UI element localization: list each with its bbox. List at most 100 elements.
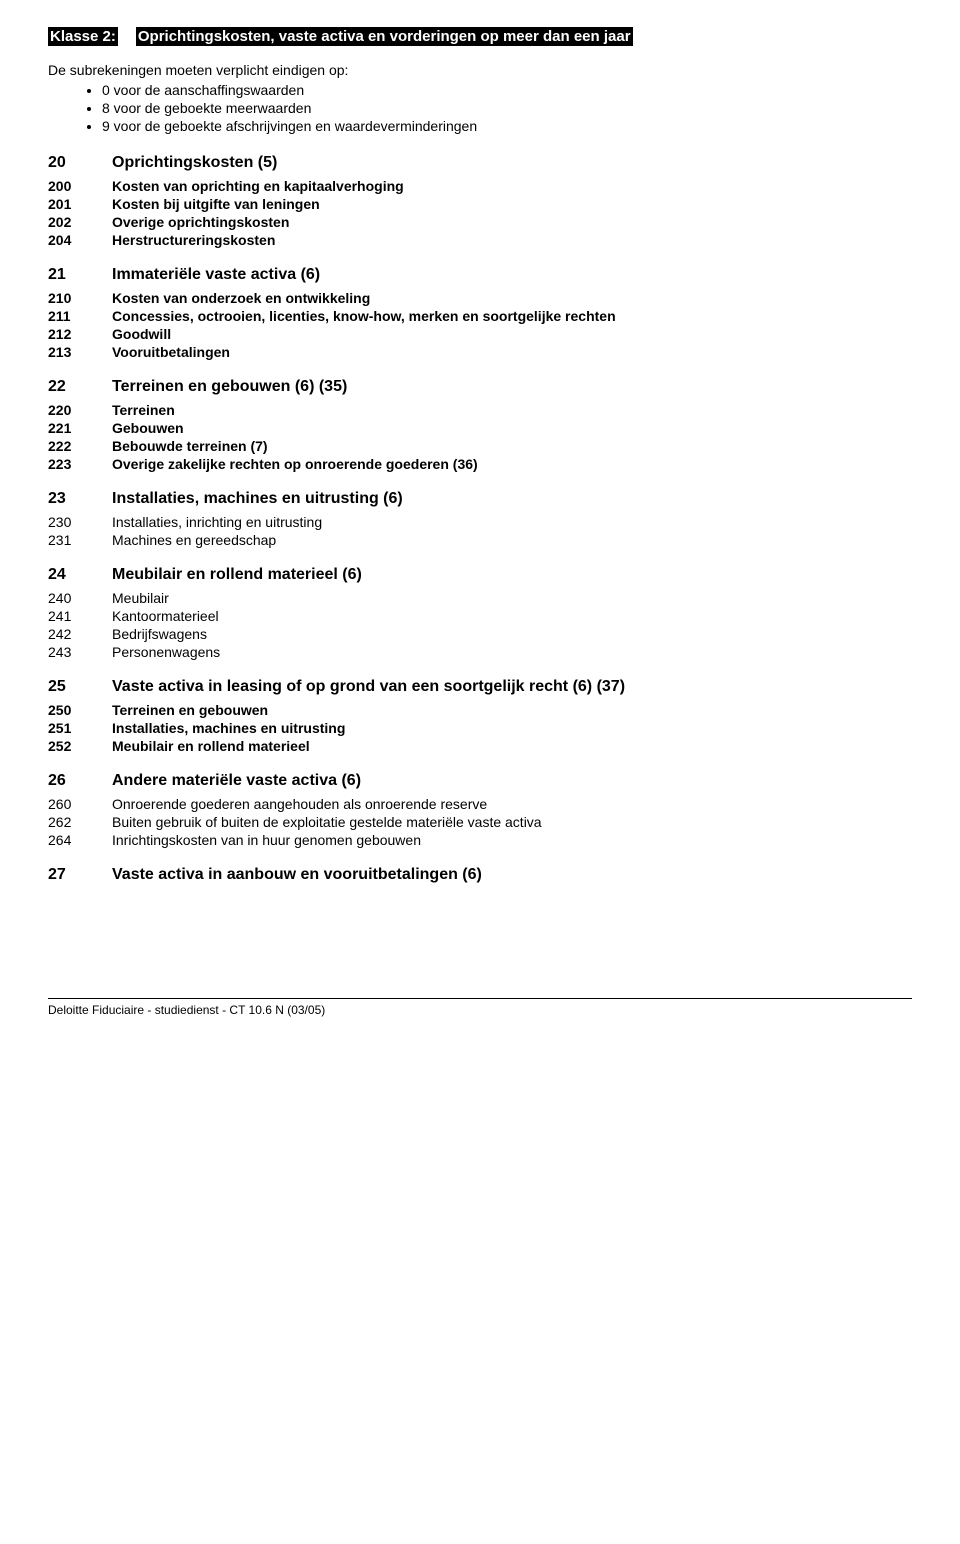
account-code: 243 (48, 644, 112, 660)
section-code: 25 (48, 678, 112, 696)
section: 20Oprichtingskosten (5)200Kosten van opr… (48, 154, 912, 248)
account-code: 264 (48, 832, 112, 848)
section-code: 22 (48, 378, 112, 396)
section-label: Vaste activa in leasing of op grond van … (112, 678, 625, 696)
account-label: Meubilair en rollend materieel (112, 738, 310, 754)
section-heading: 23Installaties, machines en uitrusting (… (48, 490, 912, 508)
account-code: 251 (48, 720, 112, 736)
section: 27Vaste activa in aanbouw en vooruitbeta… (48, 866, 912, 884)
section-code: 24 (48, 566, 112, 584)
account-label: Concessies, octrooien, licenties, know-h… (112, 308, 616, 324)
account-row: 220Terreinen (48, 402, 912, 418)
account-label: Overige oprichtingskosten (112, 214, 289, 230)
account-code: 223 (48, 456, 112, 472)
bullet-list: 0 voor de aanschaffingswaarden 8 voor de… (48, 82, 912, 134)
account-row: 240Meubilair (48, 590, 912, 606)
account-row: 262Buiten gebruik of buiten de exploitat… (48, 814, 912, 830)
account-row: 230Installaties, inrichting en uitrustin… (48, 514, 912, 530)
account-label: Herstructureringskosten (112, 232, 275, 248)
account-row: 213Vooruitbetalingen (48, 344, 912, 360)
account-row: 231Machines en gereedschap (48, 532, 912, 548)
account-row: 241Kantoormaterieel (48, 608, 912, 624)
section-label: Immateriële vaste activa (6) (112, 266, 320, 284)
account-code: 210 (48, 290, 112, 306)
account-row: 202Overige oprichtingskosten (48, 214, 912, 230)
account-code: 252 (48, 738, 112, 754)
account-row: 264Inrichtingskosten van in huur genomen… (48, 832, 912, 848)
account-label: Meubilair (112, 590, 169, 606)
account-code: 250 (48, 702, 112, 718)
section-code: 26 (48, 772, 112, 790)
account-code: 213 (48, 344, 112, 360)
account-code: 260 (48, 796, 112, 812)
class-text: Oprichtingskosten, vaste activa en vorde… (136, 27, 633, 46)
account-row: 222Bebouwde terreinen (7) (48, 438, 912, 454)
section-heading: 22Terreinen en gebouwen (6) (35) (48, 378, 912, 396)
account-label: Overige zakelijke rechten op onroerende … (112, 456, 478, 472)
section: 24Meubilair en rollend materieel (6)240M… (48, 566, 912, 660)
section-label: Oprichtingskosten (5) (112, 154, 277, 172)
section: 23Installaties, machines en uitrusting (… (48, 490, 912, 548)
account-code: 202 (48, 214, 112, 230)
account-label: Gebouwen (112, 420, 184, 436)
section-code: 21 (48, 266, 112, 284)
section-code: 20 (48, 154, 112, 172)
account-row: 260Onroerende goederen aangehouden als o… (48, 796, 912, 812)
account-row: 223Overige zakelijke rechten op onroeren… (48, 456, 912, 472)
account-label: Installaties, machines en uitrusting (112, 720, 345, 736)
section-heading: 26Andere materiële vaste activa (6) (48, 772, 912, 790)
section-heading: 27Vaste activa in aanbouw en vooruitbeta… (48, 866, 912, 884)
account-code: 230 (48, 514, 112, 530)
bullet-item: 0 voor de aanschaffingswaarden (102, 82, 912, 98)
class-label: Klasse 2: (48, 27, 118, 46)
account-label: Kosten van onderzoek en ontwikkeling (112, 290, 370, 306)
section-code: 23 (48, 490, 112, 508)
account-label: Kosten van oprichting en kapitaalverhogi… (112, 178, 404, 194)
account-code: 201 (48, 196, 112, 212)
account-code: 204 (48, 232, 112, 248)
account-label: Bebouwde terreinen (7) (112, 438, 268, 454)
account-label: Installaties, inrichting en uitrusting (112, 514, 322, 530)
account-label: Inrichtingskosten van in huur genomen ge… (112, 832, 421, 848)
account-row: 201Kosten bij uitgifte van leningen (48, 196, 912, 212)
account-code: 242 (48, 626, 112, 642)
account-row: 252Meubilair en rollend materieel (48, 738, 912, 754)
account-code: 211 (48, 308, 112, 324)
account-row: 204Herstructureringskosten (48, 232, 912, 248)
bullet-item: 8 voor de geboekte meerwaarden (102, 100, 912, 116)
account-code: 220 (48, 402, 112, 418)
section: 25Vaste activa in leasing of op grond va… (48, 678, 912, 754)
section-heading: 25Vaste activa in leasing of op grond va… (48, 678, 912, 696)
account-code: 241 (48, 608, 112, 624)
account-label: Terreinen en gebouwen (112, 702, 268, 718)
bullet-item: 9 voor de geboekte afschrijvingen en waa… (102, 118, 912, 134)
page: Klasse 2: Oprichtingskosten, vaste activa… (0, 0, 960, 922)
section: 22Terreinen en gebouwen (6) (35) 220Terre… (48, 378, 912, 472)
account-row: 210Kosten van onderzoek en ontwikkeling (48, 290, 912, 306)
account-label: Goodwill (112, 326, 171, 342)
section: 26Andere materiële vaste activa (6) 260On… (48, 772, 912, 848)
account-row: 243Personenwagens (48, 644, 912, 660)
account-code: 200 (48, 178, 112, 194)
section-label: Vaste activa in aanbouw en vooruitbetali… (112, 866, 482, 884)
account-label: Bedrijfswagens (112, 626, 207, 642)
account-code: 231 (48, 532, 112, 548)
account-row: 200Kosten van oprichting en kapitaalverh… (48, 178, 912, 194)
footer-text: Deloitte Fiduciaire - studiedienst - CT … (0, 999, 960, 1037)
section: 21Immateriële vaste activa (6)210Kosten … (48, 266, 912, 360)
intro-text: De subrekeningen moeten verplicht eindig… (48, 62, 912, 78)
section-heading: 21Immateriële vaste activa (6) (48, 266, 912, 284)
section-label: Installaties, machines en uitrusting (6) (112, 490, 403, 508)
section-label: Andere materiële vaste activa (6) (112, 772, 361, 790)
account-label: Kantoormaterieel (112, 608, 219, 624)
account-row: 242Bedrijfswagens (48, 626, 912, 642)
account-row: 221Gebouwen (48, 420, 912, 436)
account-label: Terreinen (112, 402, 175, 418)
section-code: 27 (48, 866, 112, 884)
account-row: 250Terreinen en gebouwen (48, 702, 912, 718)
account-label: Buiten gebruik of buiten de exploitatie … (112, 814, 542, 830)
account-code: 240 (48, 590, 112, 606)
account-row: 211Concessies, octrooien, licenties, kno… (48, 308, 912, 324)
account-label: Vooruitbetalingen (112, 344, 230, 360)
account-code: 212 (48, 326, 112, 342)
